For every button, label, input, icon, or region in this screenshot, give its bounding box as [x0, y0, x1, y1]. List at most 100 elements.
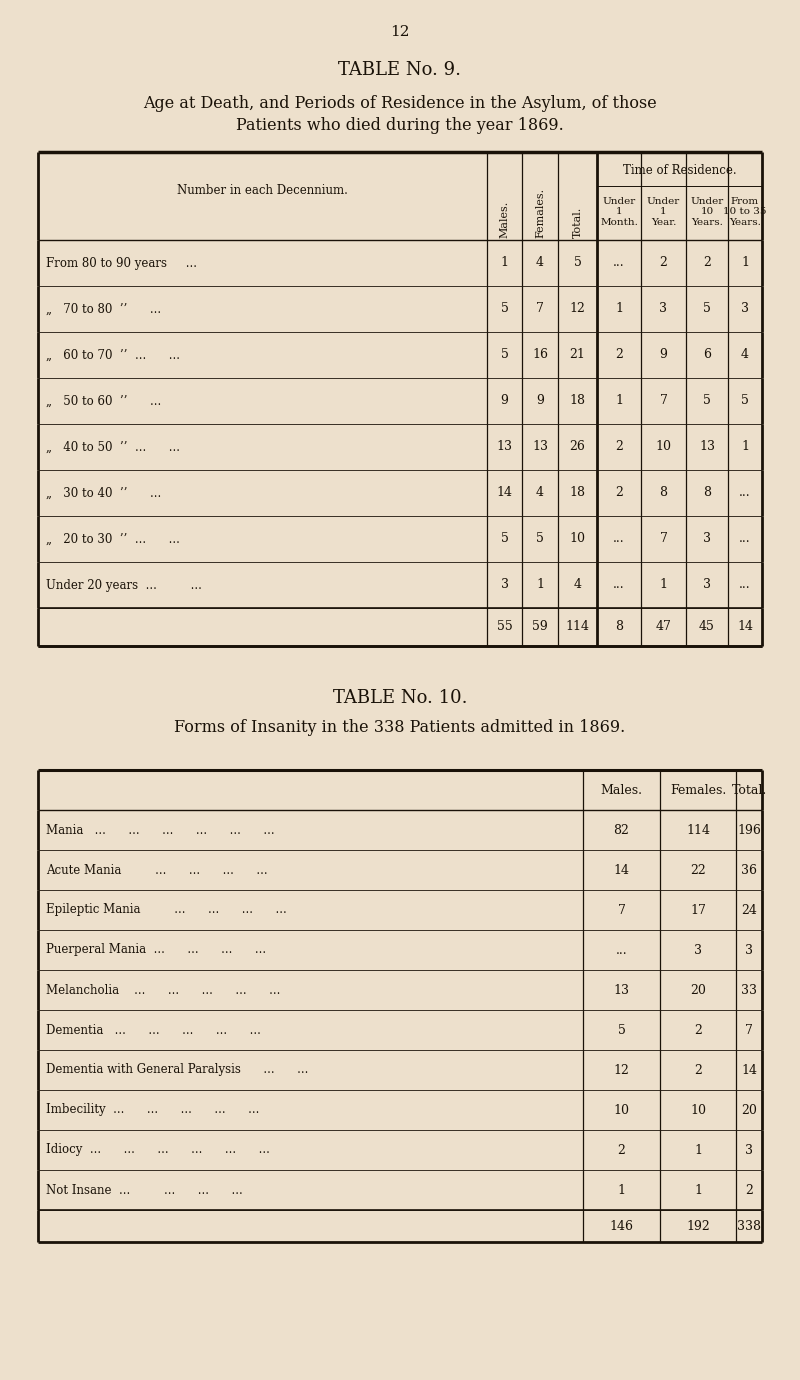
Text: TABLE No. 10.: TABLE No. 10.: [333, 689, 467, 707]
Text: ...: ...: [613, 578, 625, 592]
Text: 17: 17: [690, 904, 706, 916]
Text: 33: 33: [741, 984, 757, 996]
Text: 7: 7: [536, 302, 544, 316]
Text: Males.: Males.: [601, 784, 642, 796]
Text: 1: 1: [694, 1144, 702, 1156]
Text: 21: 21: [570, 349, 586, 362]
Text: 1: 1: [741, 440, 749, 454]
Text: Patients who died during the year 1869.: Patients who died during the year 1869.: [236, 117, 564, 134]
Text: Epileptic Mania         ...      ...      ...      ...: Epileptic Mania ... ... ... ...: [46, 904, 286, 916]
Text: 59: 59: [532, 621, 548, 633]
Text: 4: 4: [536, 257, 544, 269]
Text: 2: 2: [615, 487, 623, 500]
Text: 4: 4: [574, 578, 582, 592]
Text: From 80 to 90 years     ...: From 80 to 90 years ...: [46, 257, 197, 269]
Text: ...: ...: [739, 578, 751, 592]
Text: „   20 to 30  ’’  ...      ...: „ 20 to 30 ’’ ... ...: [46, 533, 180, 545]
Text: Puerperal Mania  ...      ...      ...      ...: Puerperal Mania ... ... ... ...: [46, 944, 266, 956]
Text: 18: 18: [570, 487, 586, 500]
Text: Imbecility  ...      ...      ...      ...      ...: Imbecility ... ... ... ... ...: [46, 1104, 259, 1116]
Text: 5: 5: [501, 302, 509, 316]
Text: 6: 6: [703, 349, 711, 362]
Text: 1: 1: [615, 302, 623, 316]
Text: Not Insane  ...         ...      ...      ...: Not Insane ... ... ... ...: [46, 1184, 242, 1196]
Text: 22: 22: [690, 864, 706, 876]
Text: 114: 114: [566, 621, 590, 633]
Text: 2: 2: [615, 349, 623, 362]
Text: 5: 5: [536, 533, 544, 545]
Text: 1: 1: [501, 257, 509, 269]
Text: 1: 1: [659, 578, 667, 592]
Text: 13: 13: [532, 440, 548, 454]
Text: 9: 9: [659, 349, 667, 362]
Text: 24: 24: [741, 904, 757, 916]
Text: Under
1
Year.: Under 1 Year.: [647, 197, 680, 226]
Text: 12: 12: [570, 302, 586, 316]
Text: Under
1
Month.: Under 1 Month.: [600, 197, 638, 226]
Text: Under
10
Years.: Under 10 Years.: [690, 197, 724, 226]
Text: 192: 192: [686, 1220, 710, 1232]
Text: „   30 to 40  ’’      ...: „ 30 to 40 ’’ ...: [46, 487, 162, 500]
Text: 2: 2: [703, 257, 711, 269]
Text: TABLE No. 9.: TABLE No. 9.: [338, 61, 462, 79]
Text: 5: 5: [741, 395, 749, 407]
Text: Males.: Males.: [499, 200, 510, 237]
Text: 47: 47: [655, 621, 671, 633]
Text: 20: 20: [690, 984, 706, 996]
Text: 1: 1: [741, 257, 749, 269]
Text: 7: 7: [659, 533, 667, 545]
Text: 1: 1: [618, 1184, 626, 1196]
Text: 7: 7: [659, 395, 667, 407]
Text: 2: 2: [694, 1064, 702, 1076]
Text: 8: 8: [703, 487, 711, 500]
Text: 9: 9: [501, 395, 509, 407]
Text: 14: 14: [614, 864, 630, 876]
Text: 14: 14: [737, 621, 753, 633]
Text: 7: 7: [618, 904, 626, 916]
Text: 16: 16: [532, 349, 548, 362]
Text: 1: 1: [694, 1184, 702, 1196]
Text: 146: 146: [610, 1220, 634, 1232]
Text: 2: 2: [618, 1144, 626, 1156]
Text: 8: 8: [615, 621, 623, 633]
Text: 3: 3: [703, 533, 711, 545]
Text: Age at Death, and Periods of Residence in the Asylum, of those: Age at Death, and Periods of Residence i…: [143, 94, 657, 112]
Text: Idiocy  ...      ...      ...      ...      ...      ...: Idiocy ... ... ... ... ... ...: [46, 1144, 270, 1156]
Text: Acute Mania         ...      ...      ...      ...: Acute Mania ... ... ... ...: [46, 864, 268, 876]
Text: 3: 3: [741, 302, 749, 316]
Text: 5: 5: [703, 395, 711, 407]
Text: 10: 10: [690, 1104, 706, 1116]
Text: 12: 12: [390, 25, 410, 39]
Text: 5: 5: [618, 1024, 626, 1036]
Text: 5: 5: [501, 349, 509, 362]
Text: Time of Residence.: Time of Residence.: [622, 163, 736, 177]
Text: 3: 3: [703, 578, 711, 592]
Text: 3: 3: [694, 944, 702, 956]
Text: 196: 196: [737, 824, 761, 836]
Text: Total.: Total.: [731, 784, 766, 796]
Text: 13: 13: [699, 440, 715, 454]
Text: 20: 20: [741, 1104, 757, 1116]
Text: 12: 12: [614, 1064, 630, 1076]
Text: 82: 82: [614, 824, 630, 836]
Text: 5: 5: [501, 533, 509, 545]
Text: 2: 2: [745, 1184, 753, 1196]
Text: Under 20 years  ...         ...: Under 20 years ... ...: [46, 578, 202, 592]
Text: 2: 2: [659, 257, 667, 269]
Text: 10: 10: [655, 440, 671, 454]
Text: 14: 14: [741, 1064, 757, 1076]
Text: ...: ...: [739, 487, 751, 500]
Text: 55: 55: [497, 621, 512, 633]
Text: 2: 2: [615, 440, 623, 454]
Text: 4: 4: [536, 487, 544, 500]
Text: 3: 3: [745, 944, 753, 956]
Text: 114: 114: [686, 824, 710, 836]
Text: 1: 1: [536, 578, 544, 592]
Text: ...: ...: [613, 257, 625, 269]
Text: ...: ...: [613, 533, 625, 545]
Text: 2: 2: [694, 1024, 702, 1036]
Text: „   60 to 70  ’’  ...      ...: „ 60 to 70 ’’ ... ...: [46, 349, 180, 362]
Text: 3: 3: [745, 1144, 753, 1156]
Text: 45: 45: [699, 621, 715, 633]
Text: ...: ...: [616, 944, 627, 956]
